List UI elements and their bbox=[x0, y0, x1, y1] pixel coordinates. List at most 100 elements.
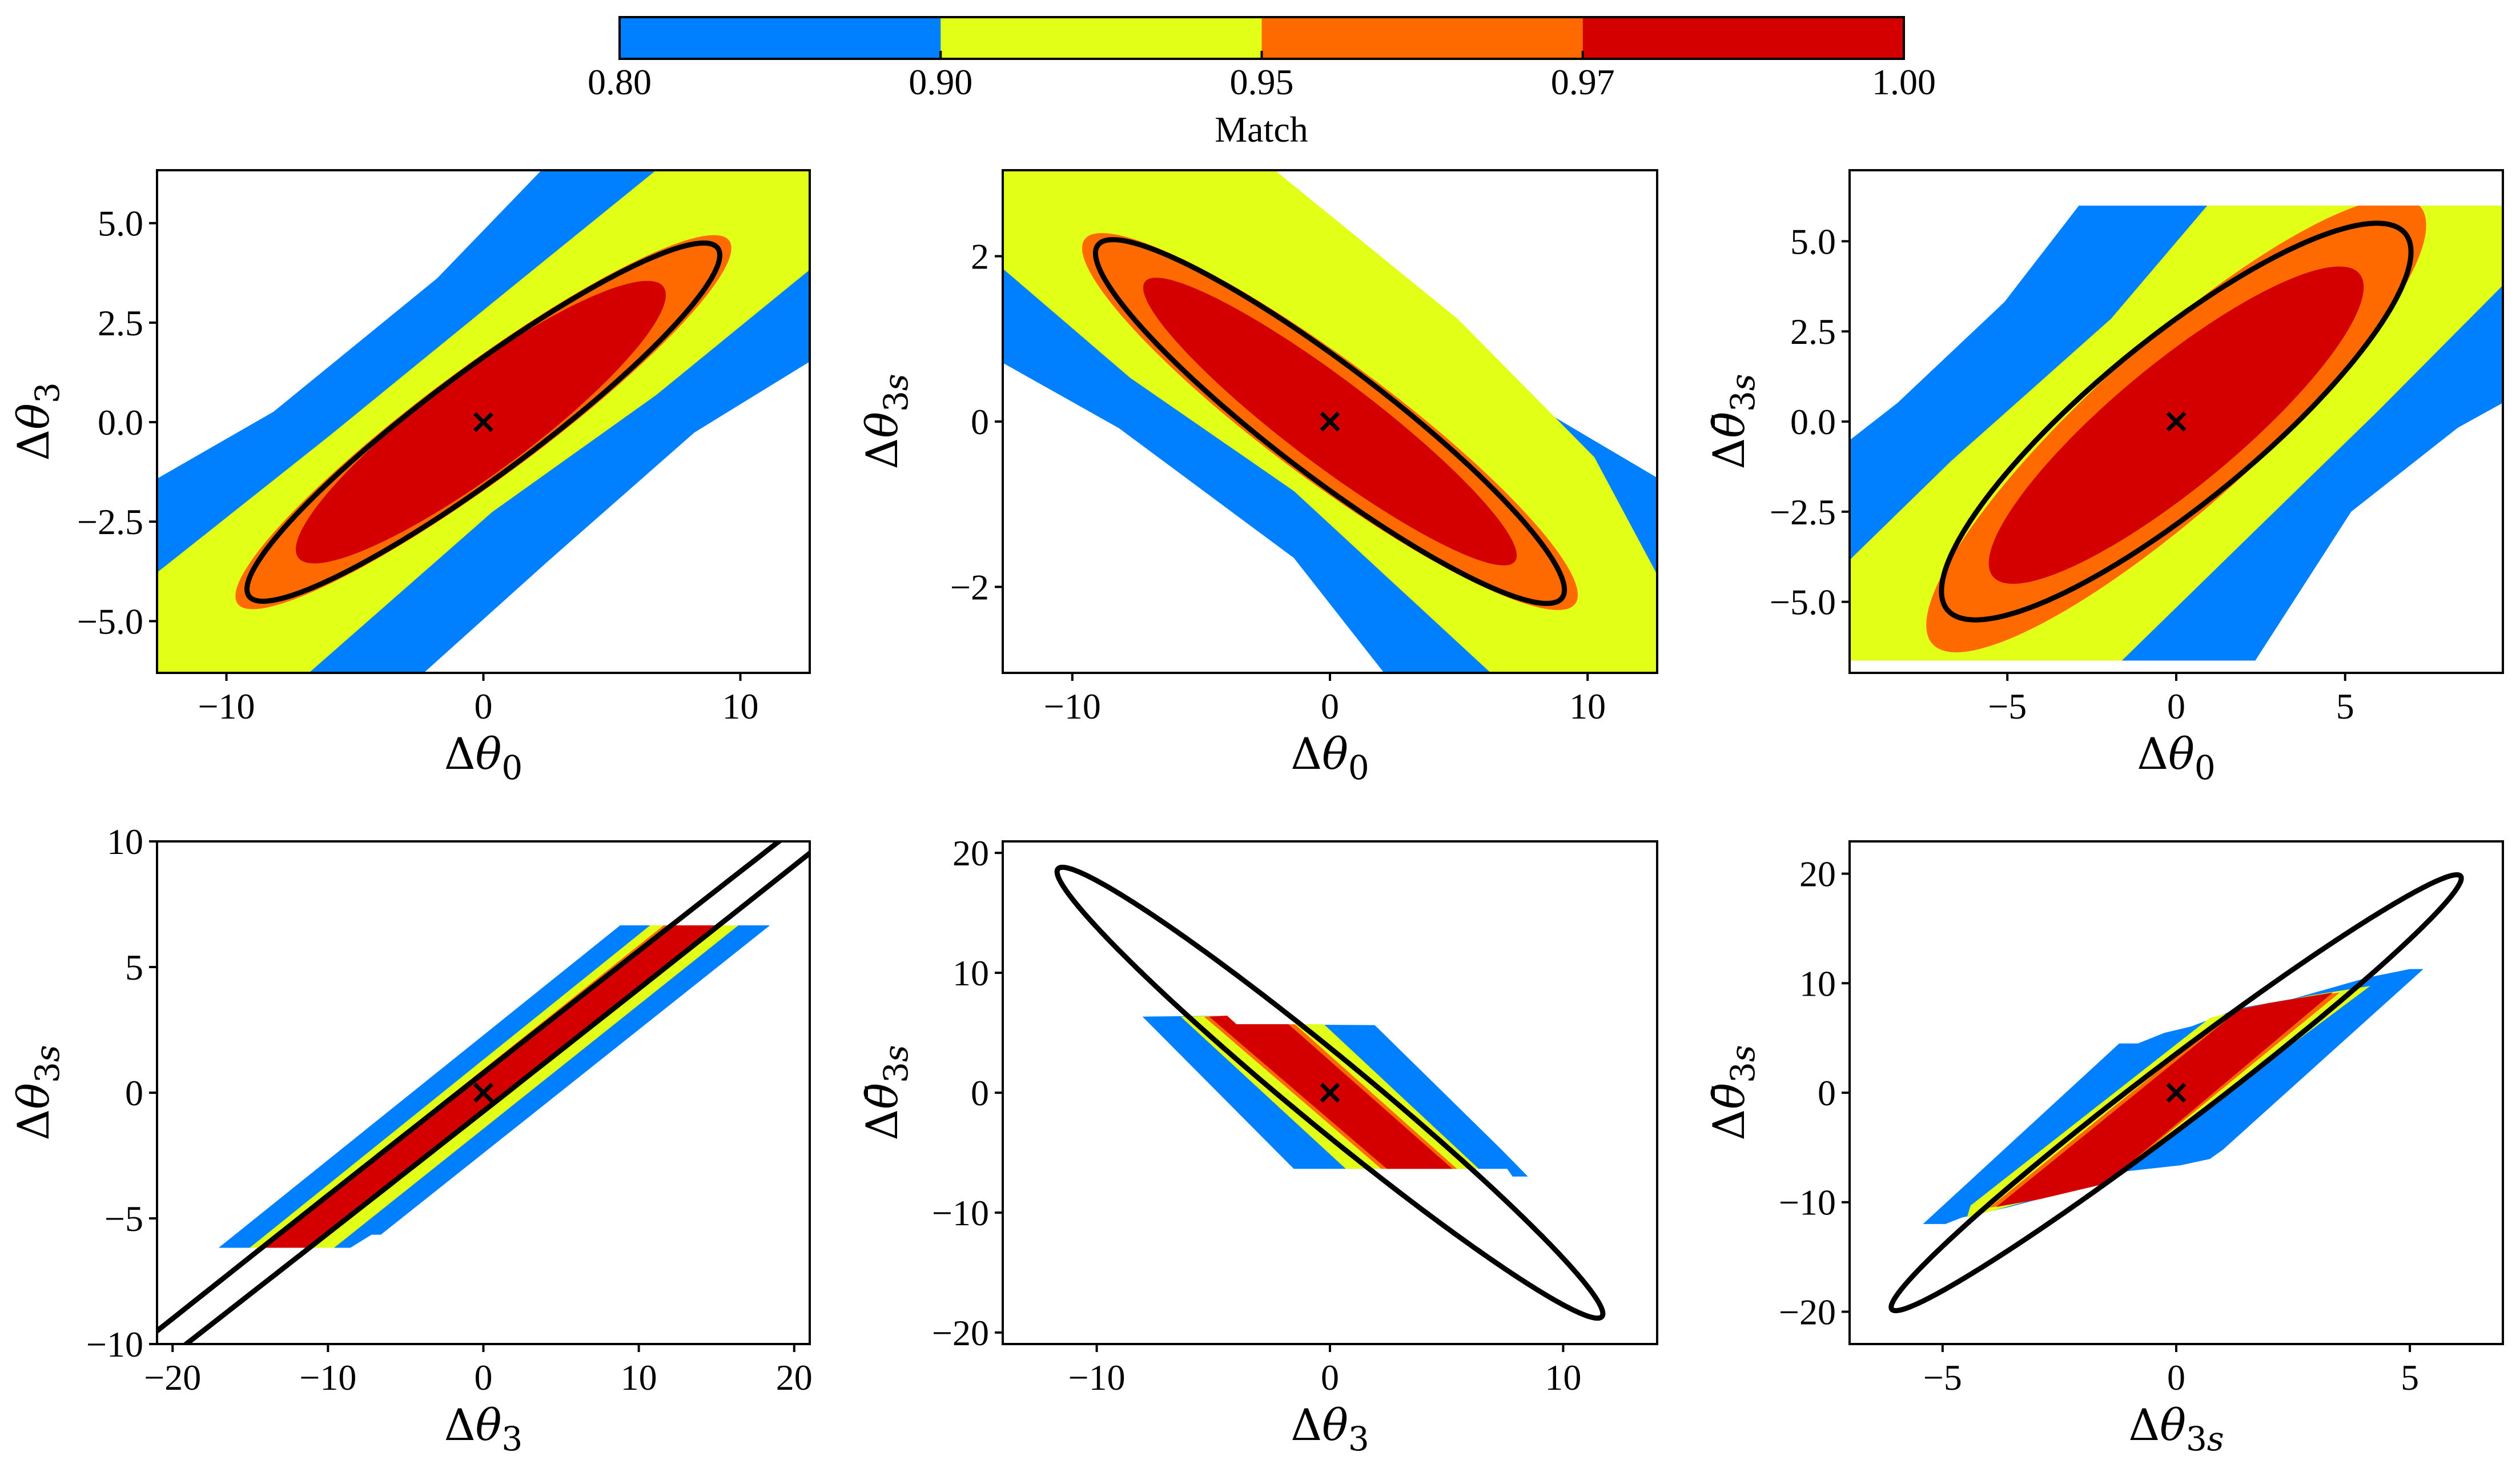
fisher-ellipse bbox=[1888, 872, 2464, 1313]
label-subscript: 3 bbox=[877, 391, 915, 412]
y-tick-label: 10 bbox=[107, 821, 143, 862]
y-tick-label: 2 bbox=[971, 236, 989, 277]
injection-marker-x bbox=[2166, 411, 2187, 432]
label-subscript: 3 bbox=[1723, 1062, 1762, 1083]
plot-area bbox=[1003, 170, 1657, 673]
x-tick-label: 0 bbox=[2167, 1357, 2185, 1398]
y-tick-label: −10 bbox=[932, 1193, 989, 1233]
label-subscript-s: s bbox=[1723, 1045, 1762, 1062]
y-tick-label: 20 bbox=[952, 833, 989, 873]
x-axis-label: Δθ3s bbox=[2128, 1399, 2224, 1458]
plot-area bbox=[157, 170, 810, 673]
y-axis-label: Δθ̄3s bbox=[1703, 374, 1762, 469]
y-tick-label: −20 bbox=[1779, 1291, 1836, 1332]
x-tick-label: 5 bbox=[2401, 1357, 2419, 1398]
label-subscript-s: s bbox=[877, 374, 915, 391]
colorbar-swatches bbox=[620, 17, 1904, 59]
label-subscript: 3 bbox=[1723, 391, 1762, 412]
label-delta: Δ bbox=[1703, 1109, 1754, 1141]
label-delta: Δ bbox=[2137, 728, 2168, 779]
label-subscript: 0 bbox=[1348, 748, 1369, 787]
label-delta: Δ bbox=[8, 1109, 59, 1141]
marker-stroke bbox=[2166, 411, 2187, 432]
x-tick-label: 10 bbox=[1569, 686, 1606, 727]
y-tick-label: −10 bbox=[86, 1324, 143, 1365]
y-tick-label: 5 bbox=[125, 947, 143, 988]
y-axis-label: Δθ3s bbox=[8, 1045, 67, 1140]
contour-region-0.97 bbox=[1988, 266, 2364, 584]
y-tick-label: −10 bbox=[1779, 1182, 1836, 1223]
plot-area bbox=[1888, 872, 2464, 1313]
label-delta: Δ bbox=[1291, 1399, 1322, 1450]
y-axis-label: Δθ3 bbox=[8, 382, 67, 461]
injection-marker-x bbox=[1320, 1082, 1340, 1103]
injection-marker-x bbox=[473, 412, 493, 432]
y-tick-label: 0 bbox=[125, 1073, 143, 1113]
x-axis-label: Δθ3 bbox=[1291, 1399, 1369, 1458]
plot-area bbox=[157, 841, 810, 1344]
contour-fills bbox=[1850, 205, 2503, 661]
x-tick-label: −5 bbox=[1988, 686, 2027, 727]
fisher-ellipse bbox=[1939, 220, 2414, 623]
label-delta: Δ bbox=[2128, 1399, 2160, 1450]
y-tick-label: 0 bbox=[971, 402, 989, 442]
label-subscript: 3 bbox=[877, 1062, 915, 1083]
contour-region-0.97 bbox=[1996, 992, 2333, 1207]
label-symbol: θ bbox=[857, 412, 907, 438]
marker-stroke bbox=[2166, 1082, 2187, 1103]
y-tick-label: −2.5 bbox=[77, 502, 143, 542]
x-tick-label: 5 bbox=[2336, 686, 2354, 727]
y-tick-label: 0 bbox=[1818, 1073, 1836, 1113]
label-symbol: θ̄ bbox=[857, 1083, 907, 1109]
y-tick-label: 0 bbox=[971, 1073, 989, 1113]
x-tick-label: 0 bbox=[2167, 686, 2185, 727]
x-tick-label: 0 bbox=[1321, 1357, 1339, 1398]
y-tick-label: −2 bbox=[950, 567, 989, 607]
label-symbol: θ bbox=[476, 1399, 502, 1450]
x-tick-label: −20 bbox=[144, 1357, 201, 1398]
x-tick-label: 0 bbox=[1321, 686, 1339, 727]
fisher-ellipse bbox=[1092, 237, 1568, 606]
x-axis-label: Δθ0 bbox=[2137, 728, 2216, 787]
y-tick-label: 2.5 bbox=[1790, 311, 1836, 352]
colorbar-swatch-0.97 bbox=[1582, 17, 1904, 59]
label-symbol: θ bbox=[8, 403, 59, 430]
colorbar-swatch-0.80 bbox=[620, 17, 941, 59]
label-delta: Δ bbox=[857, 1109, 907, 1141]
x-tick-label: −10 bbox=[299, 1357, 356, 1398]
colorbar-tick-label: 0.80 bbox=[588, 62, 652, 102]
colorbar-label: Match bbox=[1215, 109, 1308, 150]
label-subscript: 0 bbox=[2195, 748, 2216, 787]
y-tick-label: 5.0 bbox=[1790, 221, 1836, 262]
marker-stroke bbox=[473, 412, 493, 432]
injection-marker-x bbox=[1320, 411, 1340, 432]
fisher-ellipse bbox=[244, 240, 723, 604]
label-symbol: θ bbox=[2160, 1399, 2186, 1450]
marker-stroke bbox=[1320, 411, 1340, 432]
plot-area bbox=[1850, 205, 2503, 661]
colorbar-tick-label: 0.90 bbox=[909, 62, 972, 102]
label-symbol: θ̄ bbox=[1703, 1083, 1754, 1109]
label-delta: Δ bbox=[444, 1399, 476, 1450]
y-axis-label: Δθ̄3s bbox=[1703, 1045, 1762, 1140]
label-symbol: θ bbox=[1322, 728, 1348, 779]
colorbar-tick-label: 1.00 bbox=[1872, 62, 1936, 102]
colorbar-swatch-0.95 bbox=[1261, 17, 1583, 59]
label-delta: Δ bbox=[857, 438, 907, 470]
y-axis-label: Δθ̄3s bbox=[857, 1045, 915, 1140]
injection-marker-x bbox=[2166, 1082, 2187, 1103]
y-tick-label: 20 bbox=[1799, 854, 1836, 895]
x-tick-label: −10 bbox=[1068, 1357, 1126, 1398]
y-tick-label: 0.0 bbox=[98, 402, 143, 443]
label-subscript-s: s bbox=[28, 1045, 67, 1062]
label-subscript: 3 bbox=[1348, 1419, 1369, 1458]
y-axis-label: Δθ3s bbox=[857, 374, 915, 469]
x-axis-label: Δθ3 bbox=[444, 1399, 523, 1458]
